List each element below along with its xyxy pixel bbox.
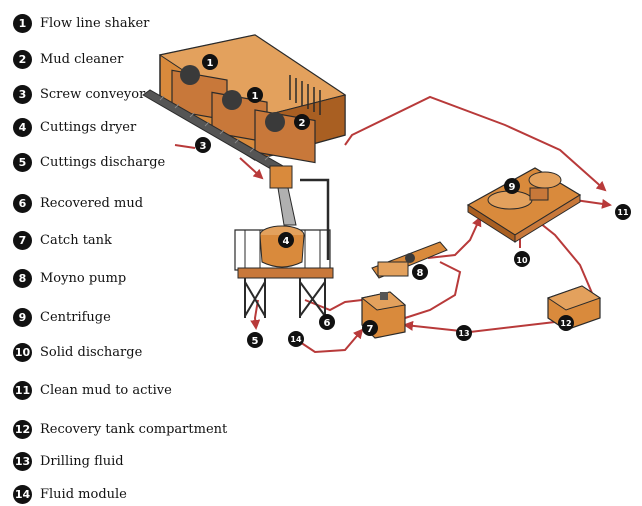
legend-number: 12 [13,419,32,439]
svg-text:13: 13 [458,329,469,338]
legend-number: 6 [13,193,32,213]
badge-5: 5 [247,332,263,348]
legend-label: Mud cleaner [40,51,124,67]
legend-label: Cuttings discharge [40,154,166,170]
legend-label: Recovery tank compartment [40,421,228,437]
badge-13: 13 [456,325,472,341]
legend-item: 3 Screw conveyor [13,83,145,105]
svg-text:14: 14 [290,335,302,344]
legend-label: Catch tank [40,232,112,248]
badge-3: 3 [195,137,211,153]
drilling-fluid-line [403,320,556,334]
legend-number: 4 [13,117,32,137]
svg-text:3: 3 [200,141,207,152]
legend-label: Drilling fluid [40,453,124,469]
svg-text:9: 9 [509,182,516,193]
legend-number: 7 [13,230,32,250]
legend-label: Screw conveyor [40,86,146,102]
moyno-to-catch-line [404,261,462,319]
legend-item: 9 Centrifuge [13,306,111,328]
svg-text:1: 1 [207,58,214,69]
svg-text:11: 11 [617,208,629,217]
badge-14: 14 [288,331,304,347]
legend-item: 4 Cuttings dryer [13,116,136,138]
clean-mud-line-upper [344,95,607,192]
svg-text:12: 12 [560,319,571,328]
svg-text:5: 5 [252,336,259,347]
legend-item: 6 Recovered mud [13,192,143,214]
legend-item: 11 Clean mud to active [13,379,172,401]
legend-label: Recovered mud [40,195,144,211]
badge-8: 8 [412,264,428,280]
moyno-pump [371,241,448,279]
badge-2: 2 [294,114,310,130]
fluid-module-line [299,328,364,354]
legend-item: 1 Flow line shaker [13,12,149,34]
badge-11: 11 [615,204,631,220]
clean-mud-line-lower [574,198,612,209]
svg-text:10: 10 [516,256,528,265]
legend-number: 13 [13,451,32,471]
legend-label: Moyno pump [40,270,127,286]
legend-number: 9 [13,307,32,327]
svg-text:6: 6 [324,318,331,329]
badge-1: 1 [202,54,218,70]
badge-1: 1 [247,87,263,103]
svg-text:7: 7 [367,324,374,335]
legend-label: Centrifuge [40,309,111,325]
svg-text:2: 2 [299,118,306,129]
legend-number: 10 [13,342,32,362]
legend-item: 13 Drilling fluid [13,450,124,472]
legend: 1 Flow line shaker 2 Mud cleaner 3 Screw co… [0,0,227,506]
shaker-to-conveyor-line [174,144,196,149]
diagram-badges: 1 1 2 3 4 5 6 7 8 9 10 11 12 13 14 [195,54,631,348]
legend-item: 5 Cuttings discharge [13,151,165,173]
legend-number: 11 [13,380,32,400]
legend-number: 2 [13,49,32,69]
legend-label: Solid discharge [40,344,143,360]
legend-label: Cuttings dryer [40,119,137,135]
legend-number: 5 [13,152,32,172]
legend-item: 7 Catch tank [13,229,112,251]
centrifuge-feed-line [427,216,482,259]
badge-4: 4 [278,232,294,248]
badge-7: 7 [362,320,378,336]
legend-label: Fluid module [40,486,127,502]
legend-item: 8 Moyno pump [13,267,126,289]
legend-item: 12 Recovery tank compartment [13,418,227,440]
cuttings-discharge-line [250,299,261,330]
legend-number: 8 [13,268,32,288]
legend-number: 3 [13,84,32,104]
svg-text:8: 8 [417,268,424,279]
legend-item: 14 Fluid module [13,483,127,505]
centrifuge [466,167,582,243]
badge-12: 12 [558,315,574,331]
recovery-return-line [529,214,596,301]
legend-item: 2 Mud cleaner [13,48,123,70]
svg-text:1: 1 [252,91,259,102]
legend-label: Clean mud to active [40,382,172,398]
badge-6: 6 [319,314,335,330]
legend-number: 14 [13,484,32,504]
recovery-tank [546,285,602,331]
legend-item: 10 Solid discharge [13,341,142,363]
legend-number: 1 [13,13,32,33]
svg-text:4: 4 [283,236,290,247]
badge-9: 9 [504,178,520,194]
badge-10: 10 [514,251,530,267]
cuttings-dryer [234,178,334,318]
conveyor-drop-line [239,157,264,180]
legend-label: Flow line shaker [40,15,150,31]
